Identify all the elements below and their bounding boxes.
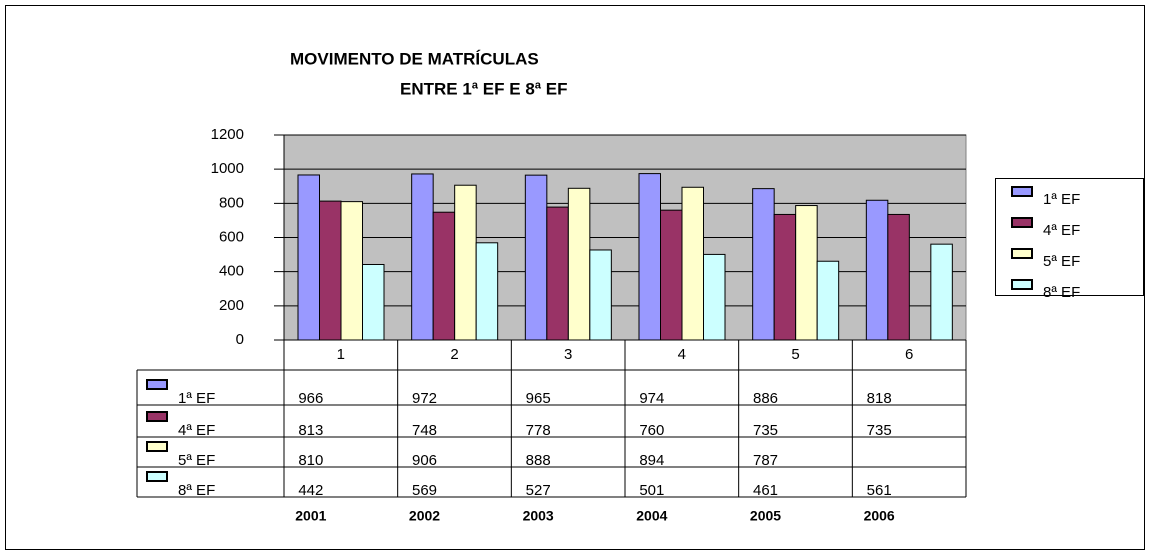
bar: [411, 173, 434, 341]
legend-swatch: [1011, 279, 1033, 290]
table-value: 888: [526, 452, 551, 469]
year-label: 2001: [295, 508, 326, 524]
chart-title: ENTRE 1ª EF E 8ª EF: [400, 79, 568, 98]
chart-title: MOVIMENTO DE MATRÍCULAS: [290, 49, 539, 68]
y-tick-label: 400: [219, 263, 244, 280]
x-tick-label: 2: [450, 346, 458, 363]
x-tick-label: 4: [678, 346, 686, 363]
table-value: 886: [753, 390, 778, 407]
y-tick-label: 800: [219, 194, 244, 211]
bar: [319, 200, 342, 341]
table-value: 760: [639, 422, 664, 439]
table-value: 778: [526, 422, 551, 439]
table-value: 965: [526, 390, 551, 407]
table-legend-swatch: [146, 441, 168, 452]
bar: [432, 211, 456, 341]
table-legend-swatch: [146, 471, 168, 482]
table-value: 735: [753, 422, 778, 439]
table-legend-label: 1ª EF: [178, 390, 215, 407]
x-tick-label: 1: [337, 346, 345, 363]
year-label: 2004: [636, 508, 667, 524]
table-value: 894: [639, 452, 664, 469]
table-legend-label: 5ª EF: [178, 452, 215, 469]
legend-swatch: [1011, 248, 1033, 259]
y-tick-label: 600: [219, 228, 244, 245]
table-value: 748: [412, 422, 437, 439]
bar: [340, 201, 363, 341]
table-value: 813: [298, 422, 323, 439]
year-label: 2002: [409, 508, 440, 524]
bar: [752, 188, 775, 341]
table-value: 501: [639, 482, 664, 499]
year-label: 2005: [750, 508, 781, 524]
bar: [454, 184, 477, 341]
year-label: 2006: [864, 508, 895, 524]
table-value: 527: [526, 482, 551, 499]
table-legend-label: 4ª EF: [178, 422, 215, 439]
bar: [546, 206, 569, 341]
bar: [297, 174, 320, 341]
legend-swatch: [1011, 186, 1033, 197]
table-value: 818: [867, 390, 892, 407]
bar: [887, 213, 910, 341]
bar: [930, 243, 953, 341]
bar: [681, 186, 704, 341]
legend-box: [995, 178, 1144, 296]
legend-label: 1ª EF: [1043, 191, 1080, 208]
table-value: 735: [867, 422, 892, 439]
table-legend-label: 8ª EF: [178, 482, 215, 499]
table-legend-swatch: [146, 379, 168, 390]
table-value: 906: [412, 452, 437, 469]
bar: [795, 205, 818, 341]
table-value: 569: [412, 482, 437, 499]
x-tick-label: 3: [564, 346, 572, 363]
bar: [589, 249, 612, 341]
table-value: 974: [639, 390, 664, 407]
table-value: 442: [298, 482, 323, 499]
table-value: 810: [298, 452, 323, 469]
bar: [660, 209, 683, 341]
y-tick-label: 200: [219, 297, 244, 314]
table-value: 787: [753, 452, 778, 469]
bar: [524, 174, 548, 341]
bar: [773, 213, 797, 341]
year-label: 2003: [523, 508, 554, 524]
y-tick-label: 0: [236, 331, 244, 348]
bar: [865, 199, 889, 341]
legend-label: 4ª EF: [1043, 222, 1080, 239]
x-tick-label: 5: [791, 346, 799, 363]
table-value: 966: [298, 390, 323, 407]
y-tick-label: 1000: [211, 160, 244, 177]
legend-label: 5ª EF: [1043, 253, 1080, 270]
table-value: 461: [753, 482, 778, 499]
bar: [703, 253, 726, 341]
bar: [362, 263, 385, 341]
legend-label: 8ª EF: [1043, 284, 1080, 301]
table-legend-swatch: [146, 411, 168, 422]
table-value: 561: [867, 482, 892, 499]
bar: [638, 173, 661, 341]
x-tick-label: 6: [905, 346, 913, 363]
bar: [816, 260, 840, 341]
y-tick-label: 1200: [211, 126, 244, 143]
legend-swatch: [1011, 217, 1033, 228]
bar: [475, 242, 499, 341]
table-value: 972: [412, 390, 437, 407]
bar: [567, 187, 591, 341]
